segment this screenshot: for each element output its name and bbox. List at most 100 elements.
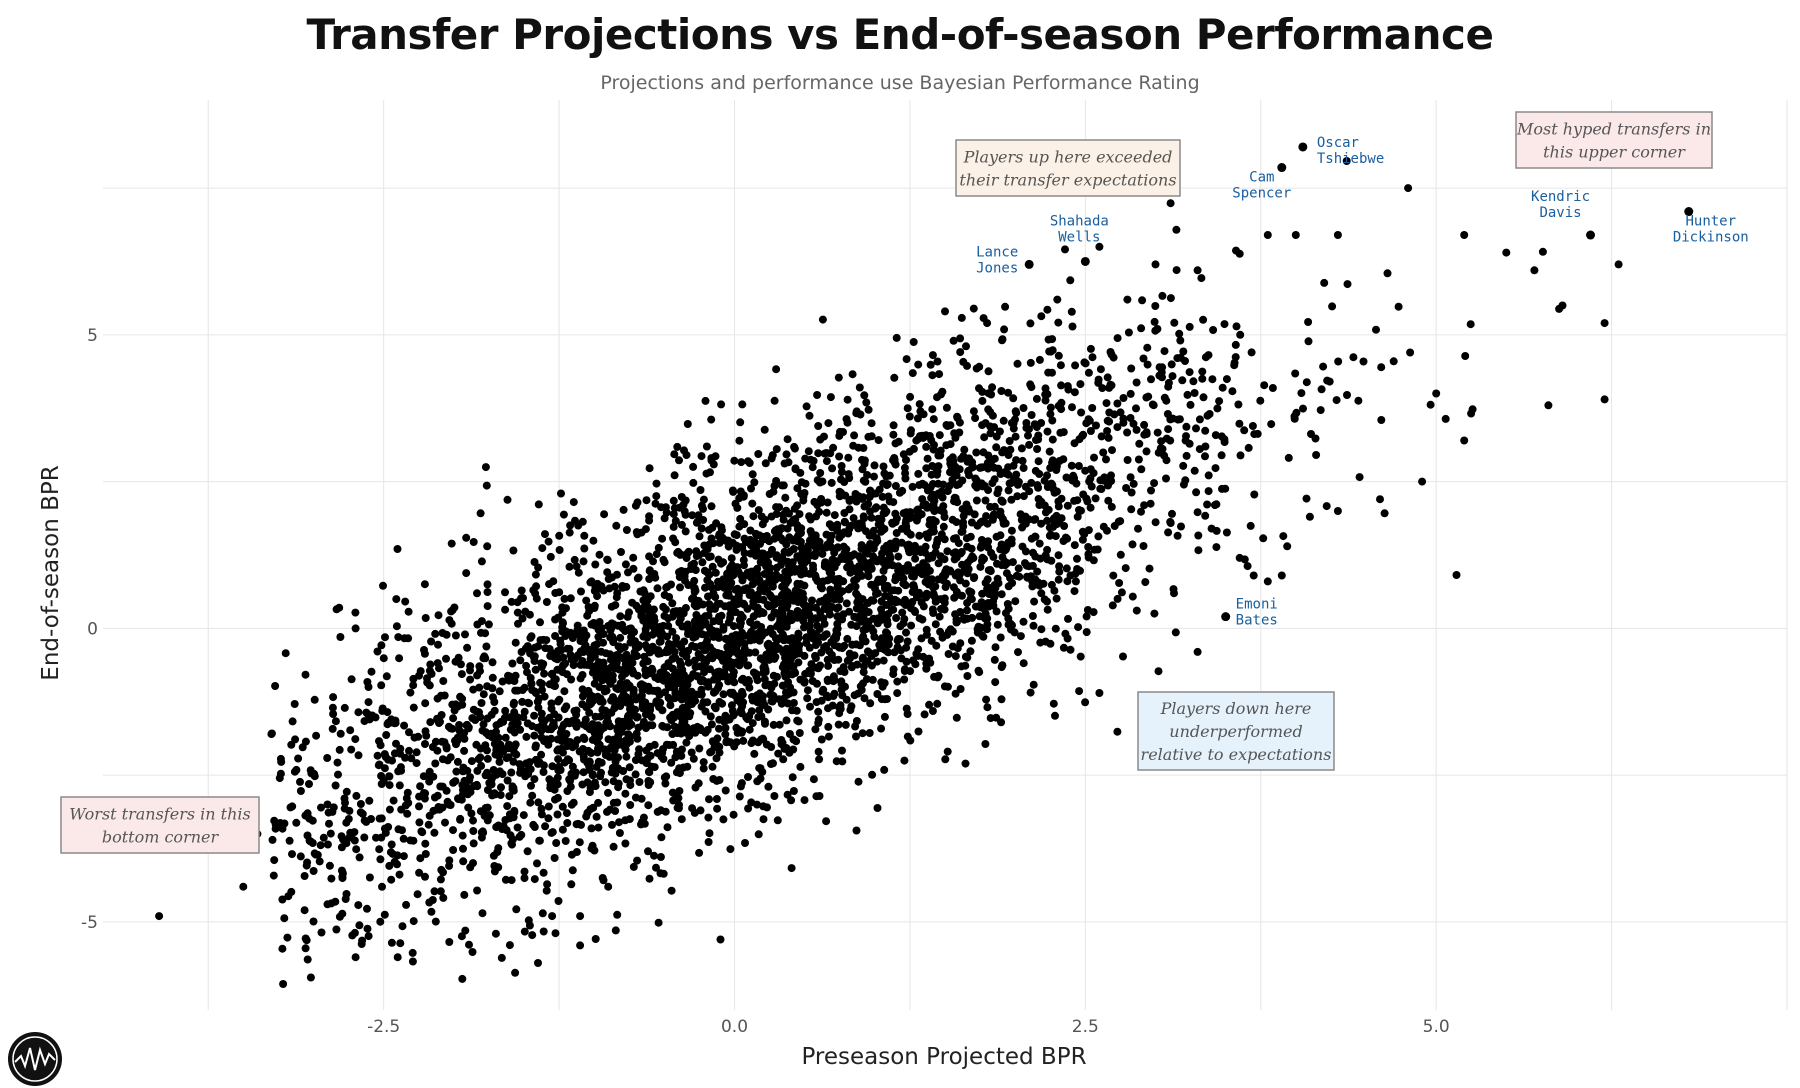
data-point	[1193, 508, 1202, 517]
data-point	[996, 507, 1005, 516]
data-point	[960, 445, 969, 454]
data-point	[982, 695, 991, 704]
data-point	[1013, 359, 1022, 368]
data-point	[554, 755, 563, 764]
data-point	[1014, 564, 1023, 573]
data-point	[908, 482, 917, 491]
data-point	[780, 669, 789, 678]
data-point	[1099, 448, 1108, 457]
data-point	[1305, 512, 1314, 521]
data-point	[679, 763, 688, 772]
data-point	[736, 418, 745, 427]
data-point	[1328, 302, 1337, 311]
data-point	[860, 391, 869, 400]
data-point	[609, 842, 618, 851]
data-point	[578, 700, 587, 709]
data-point	[996, 531, 1005, 540]
data-point	[478, 909, 487, 918]
data-point	[510, 806, 519, 815]
data-point	[323, 840, 332, 849]
data-point	[705, 829, 714, 838]
data-point	[579, 626, 588, 635]
data-point	[869, 596, 878, 605]
data-point	[317, 928, 326, 937]
data-point	[672, 639, 681, 648]
data-point	[1359, 357, 1368, 366]
data-point	[280, 914, 289, 923]
data-point	[1201, 452, 1209, 461]
data-point	[893, 677, 902, 686]
data-point	[784, 458, 793, 467]
data-point	[497, 783, 505, 792]
data-point	[704, 678, 713, 687]
data-point	[298, 743, 307, 752]
data-point	[772, 445, 781, 454]
data-point	[1181, 476, 1190, 485]
data-point	[885, 471, 894, 480]
data-point	[541, 822, 550, 831]
data-point	[327, 874, 336, 883]
data-point	[714, 684, 722, 692]
data-point	[633, 856, 642, 865]
data-point	[543, 880, 552, 889]
data-point	[1007, 495, 1016, 504]
data-point	[1218, 383, 1227, 392]
data-point	[903, 637, 912, 646]
data-point	[790, 442, 799, 451]
data-point	[913, 505, 922, 514]
data-point	[1032, 580, 1041, 589]
data-point	[908, 369, 917, 378]
data-point	[447, 539, 456, 548]
data-point	[1176, 353, 1185, 362]
data-point	[351, 608, 360, 617]
data-point	[663, 823, 672, 832]
data-point	[389, 796, 398, 805]
data-point	[495, 757, 504, 766]
data-point	[925, 700, 934, 709]
data-point	[431, 629, 440, 638]
data-point	[483, 816, 492, 825]
data-point	[746, 526, 755, 535]
data-point	[659, 869, 668, 878]
data-point	[659, 602, 668, 611]
data-point	[309, 917, 318, 926]
data-point	[340, 703, 349, 712]
data-point	[709, 589, 718, 598]
data-point	[558, 668, 567, 677]
data-point	[1090, 453, 1098, 462]
data-point	[905, 412, 914, 421]
data-point	[372, 833, 380, 842]
data-point	[582, 596, 591, 605]
data-point	[690, 808, 699, 817]
data-point	[550, 653, 559, 662]
data-point	[812, 792, 821, 801]
data-point	[1048, 416, 1057, 425]
data-point	[755, 576, 764, 585]
data-point	[488, 658, 497, 667]
data-point	[421, 872, 429, 881]
data-point	[1354, 396, 1363, 405]
data-point	[399, 852, 408, 861]
data-point	[615, 829, 624, 837]
data-point	[832, 558, 841, 567]
data-point	[1024, 431, 1032, 440]
data-point	[667, 886, 676, 895]
data-point	[997, 387, 1006, 395]
data-point	[812, 574, 820, 583]
data-point	[1228, 387, 1237, 396]
data-point	[536, 678, 545, 687]
data-point	[1334, 357, 1343, 366]
data-point	[803, 694, 812, 703]
data-point	[665, 593, 674, 601]
data-point	[1052, 594, 1061, 603]
data-point	[789, 787, 798, 795]
data-point	[816, 435, 825, 444]
data-point	[963, 653, 972, 662]
data-point	[557, 489, 565, 498]
data-point	[958, 527, 967, 536]
data-point	[438, 737, 447, 746]
data-point	[1062, 473, 1071, 482]
data-point	[325, 861, 334, 870]
data-point	[821, 631, 830, 639]
data-point	[1394, 302, 1403, 311]
